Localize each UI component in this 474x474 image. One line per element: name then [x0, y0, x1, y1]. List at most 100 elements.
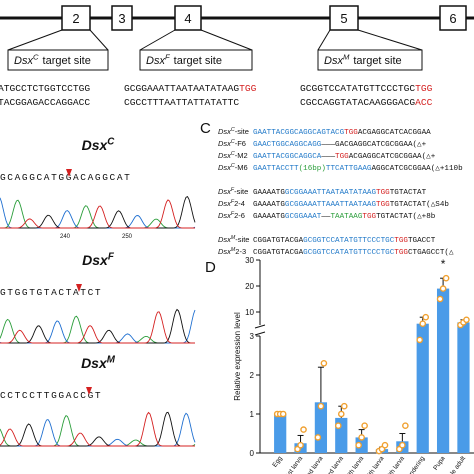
sequence-segment: ACC: [415, 97, 433, 108]
base-calls: GCAGGCATGGACAGGCAT: [0, 172, 131, 183]
gene-symbol: Dsx: [218, 211, 231, 220]
gene-superscript: C: [107, 136, 115, 147]
gene-symbol: Dsx: [218, 127, 231, 136]
gene-name: DsxM-site: [218, 235, 249, 244]
aligned-sequence: GAACTGGCAGGCAGG———GACGAGGCATCGCGGAA(△+: [253, 141, 427, 149]
exon-label: 6: [449, 11, 456, 26]
y-tick-label: 3: [250, 332, 255, 341]
gene-superscript: F: [165, 53, 171, 62]
gene-symbol: Dsx: [218, 187, 231, 196]
base-calls: CCTCCTTGGACCGT: [0, 390, 102, 401]
gene-superscript: M: [231, 247, 236, 253]
callout-line: [89, 29, 109, 51]
replicate-point: [399, 441, 406, 449]
x-tick-label: 1st larva: [284, 455, 304, 474]
y-tick-label: 20: [245, 282, 254, 291]
gene-name: DsxC-M6: [218, 163, 248, 172]
x-tick-label: Wandering: [403, 455, 427, 474]
gene-superscript: M: [343, 53, 350, 62]
gene-symbol: Dsx: [82, 252, 109, 268]
gene-name: DsxC: [82, 136, 116, 153]
sequence-segment: TGG: [335, 153, 349, 161]
gene-superscript: F: [231, 187, 235, 193]
exon-box: [439, 5, 467, 31]
sequence-segment: GCGGAAATTAATAATATAAG: [285, 189, 377, 197]
replicate-point: [358, 434, 365, 441]
trace: [0, 411, 195, 447]
gene-suffix: -site: [234, 187, 248, 196]
sequence-segment: CGCCTTTAATTATTATATTC: [124, 97, 239, 108]
gene-symbol: Dsx: [218, 247, 231, 256]
gene-name: DsxF: [82, 251, 115, 268]
exon-box: [329, 5, 359, 31]
exon-box: [174, 5, 202, 31]
gene-name: DsxF-site: [218, 187, 248, 196]
y-tick-label: 0: [250, 449, 255, 458]
sequence-segment: TGG: [394, 237, 408, 245]
gene-name: DsxF2-6: [218, 211, 245, 220]
x-tick-label: 5th larva: [366, 455, 386, 474]
target-site-label: target site: [353, 55, 401, 67]
panel-letter: D: [205, 259, 216, 276]
replicate-point: [355, 441, 362, 449]
gene-name: DsxC-M2: [218, 151, 248, 160]
gene-superscript: M: [231, 235, 236, 241]
aligned-sequence: GAAAATGGCGGAAATTAAATTAATAAGTGGTGTACTAT(△…: [253, 201, 449, 209]
replicate-point: [337, 410, 345, 418]
aligned-sequence: GAAAATGGCGGAAATTAATAATATAAGTGGTGTACTAT: [253, 189, 427, 197]
replicate-point: [442, 274, 450, 282]
aligned-sequence: CGGATGTACGAGCGGTCCATATGTTCCCTGCTGGCTGAGC…: [253, 249, 454, 257]
replicate-point: [297, 441, 304, 449]
target-site-label: target site: [174, 55, 222, 67]
sequence-segment: GAACTGGCAGGCAGG: [253, 141, 322, 149]
x-tick-label: 4th larva: [345, 455, 365, 474]
y-axis-label: Relative expression level: [233, 312, 242, 401]
x-tick-label: Pupa: [432, 455, 447, 472]
sequence-segment: TGG: [376, 201, 390, 209]
sequence-segment: CGGATGTACGA: [253, 237, 304, 245]
x-tick-label: Egg: [271, 455, 284, 469]
sequence-segment: ——: [320, 213, 331, 221]
gene-superscript: C: [231, 127, 235, 133]
gene-symbol: Dsx: [218, 163, 231, 172]
sequence-segment: TGG: [344, 129, 358, 137]
gene-superscript: C: [231, 163, 235, 169]
trace-axis-label: 240: [60, 234, 71, 240]
sequence-segment: CGGATGTACGA: [253, 249, 304, 257]
significance-marker: *: [441, 257, 446, 271]
gene-symbol: Dsx: [218, 199, 231, 208]
sequence-segment: TGTACTAT: [390, 189, 427, 197]
gene-name: DsxM: [81, 354, 116, 371]
replicate-point: [361, 422, 368, 430]
trace: [0, 308, 195, 344]
exon-label: 5: [340, 11, 347, 26]
sequence-segment: TGTACTAT(△+8b: [376, 213, 436, 221]
sequence-segment: TAATAAG: [331, 213, 363, 221]
replicate-point: [279, 410, 287, 418]
target-site-box: [139, 49, 253, 71]
trace: [0, 196, 196, 229]
gene-suffix: -F6: [235, 139, 246, 148]
target-sequence: TACGGAGACCAGGACC: [0, 97, 90, 108]
gene-symbol: Dsx: [146, 55, 165, 67]
y-tick-label: 10: [245, 308, 254, 317]
sequence-segment: GCGGAAATTAAATTAATAAG: [285, 201, 377, 209]
gene-symbol: Dsx: [218, 139, 231, 148]
sequence-segment: TGG: [376, 189, 390, 197]
target-sequence: ATGCCTCTGGTCCTGG: [0, 83, 90, 94]
target-site-box: [7, 49, 109, 71]
sequence-segment: CTGAGCCT(△: [408, 249, 454, 257]
callout-line: [7, 29, 63, 51]
x-tick-label: 3rd larva: [325, 455, 345, 474]
bar: [436, 288, 450, 453]
replicate-point: [317, 402, 325, 410]
callout-line: [357, 29, 423, 51]
sequence-segment: ACGAGGCATCGCGGAA(△+: [349, 153, 436, 161]
exon-label: 2: [72, 11, 79, 26]
replicate-point: [320, 359, 328, 367]
cut-marker: [86, 387, 92, 395]
bar: [314, 402, 328, 453]
replicate-point: [334, 422, 342, 430]
gene-suffix: -site: [235, 235, 249, 244]
